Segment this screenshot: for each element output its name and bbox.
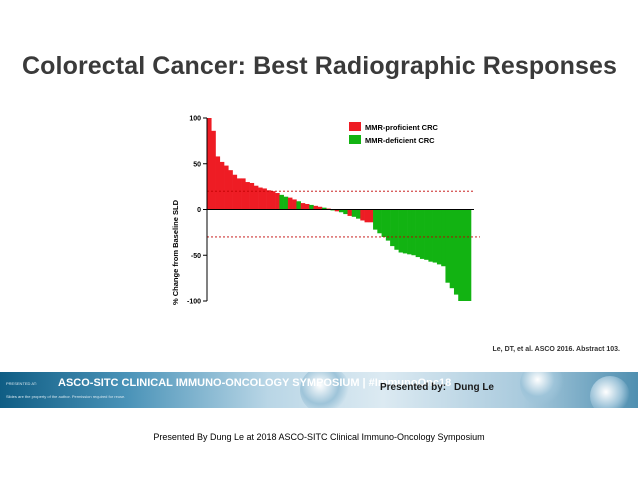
- waterfall-bar: [215, 156, 221, 210]
- legend-label-proficient: MMR-proficient CRC: [365, 123, 438, 132]
- waterfall-bar: [224, 165, 229, 210]
- waterfall-bar: [236, 178, 242, 210]
- waterfall-bar: [219, 161, 225, 210]
- y-tick-label: -50: [191, 253, 201, 260]
- symposium-banner: PRESENTED AT: ASCO-SITC CLINICAL IMMUNO-…: [0, 372, 638, 408]
- waterfall-bar: [228, 170, 233, 210]
- slide-title: Colorectal Cancer: Best Radiographic Res…: [22, 52, 618, 80]
- waterfall-bar: [394, 209, 399, 250]
- banner-presenter-name: Dung Le: [454, 382, 494, 393]
- waterfall-bar: [245, 182, 250, 210]
- waterfall-bar: [279, 194, 284, 210]
- waterfall-bar: [466, 209, 472, 301]
- y-tick-label: 100: [189, 116, 201, 123]
- waterfall-bar: [462, 209, 468, 301]
- banner-decoration: [520, 372, 564, 406]
- y-tick-label: 50: [193, 161, 201, 168]
- waterfall-bar: [407, 209, 412, 255]
- waterfall-bar: [385, 209, 391, 241]
- waterfall-bar: [321, 207, 327, 210]
- waterfall-bar: [304, 204, 310, 210]
- banner-decoration: [590, 376, 630, 408]
- waterfall-bar: [258, 187, 263, 210]
- y-tick-label: -100: [187, 299, 201, 306]
- waterfall-bar: [266, 190, 272, 210]
- citation: Le, DT, et al. ASCO 2016. Abstract 103.: [492, 346, 620, 353]
- legend-swatch-proficient: [349, 122, 361, 131]
- waterfall-bar: [253, 185, 259, 210]
- y-axis-label: % Change from Baseline SLD: [171, 199, 180, 305]
- waterfall-bar: [381, 209, 387, 237]
- banner-symposium-title: ASCO-SITC CLINICAL IMMUNO-ONCOLOGY SYMPO…: [58, 377, 452, 389]
- legend-label-deficient: MMR-deficient CRC: [365, 136, 435, 145]
- y-tick-label: 0: [197, 207, 201, 214]
- waterfall-bar: [411, 209, 416, 256]
- waterfall-bar: [232, 174, 238, 210]
- waterfall-bar: [377, 209, 382, 234]
- waterfall-bar: [373, 209, 378, 230]
- waterfall-bar: [334, 209, 340, 212]
- waterfall-bar: [270, 191, 276, 210]
- footer-credit: Presented By Dung Le at 2018 ASCO-SITC C…: [153, 432, 485, 442]
- waterfall-bar: [390, 209, 395, 247]
- legend-swatch-deficient: [349, 135, 361, 144]
- legend: MMR-proficient CRC MMR-deficient CRC: [349, 122, 438, 145]
- waterfall-bar: [211, 130, 216, 210]
- waterfall-bar: [415, 209, 421, 258]
- waterfall-bar: [398, 209, 404, 253]
- waterfall-bar: [402, 209, 408, 254]
- waterfall-bar: [313, 205, 319, 210]
- waterfall-bar: [445, 209, 451, 283]
- waterfall-bar: [287, 197, 293, 210]
- waterfall-bar: [241, 178, 246, 210]
- waterfall-bar: [347, 209, 353, 216]
- waterfall-bar: [339, 209, 344, 213]
- waterfall-bar: [453, 209, 459, 295]
- waterfall-bar: [368, 209, 374, 223]
- waterfall-bar: [309, 204, 314, 210]
- waterfall-bar: [262, 188, 267, 210]
- waterfall-bar: [458, 209, 463, 301]
- y-ticks: 100 50 0 -50 -100: [187, 116, 207, 306]
- waterfall-bar: [207, 118, 212, 210]
- waterfall-bar: [419, 209, 425, 259]
- waterfall-bar: [351, 209, 357, 217]
- waterfall-bar: [364, 209, 370, 223]
- waterfall-bar: [292, 199, 297, 210]
- waterfall-bar: [360, 209, 365, 221]
- waterfall-bar: [317, 206, 323, 210]
- waterfall-chart: 100 50 0 -50 -100 % Change from Baseline SLD…: [171, 116, 480, 306]
- waterfall-bar: [356, 209, 361, 219]
- waterfall-bar: [300, 203, 306, 210]
- waterfall-bar: [424, 209, 429, 260]
- waterfall-bar: [283, 196, 289, 210]
- waterfall-bar: [296, 201, 301, 210]
- banner-decoration: [300, 372, 350, 408]
- waterfall-bar: [441, 209, 446, 267]
- waterfall-bar: [275, 193, 280, 210]
- banner-presented-at: PRESENTED AT:: [6, 381, 37, 386]
- waterfall-bar: [449, 209, 455, 289]
- waterfall-bar: [432, 209, 438, 263]
- waterfall-bar: [343, 209, 348, 215]
- banner-permission-note: Slides are the property of the author. P…: [6, 394, 126, 399]
- waterfall-bar: [249, 182, 255, 210]
- banner-presenter-label: Presented by:: [380, 382, 447, 393]
- waterfall-bar: [428, 209, 433, 262]
